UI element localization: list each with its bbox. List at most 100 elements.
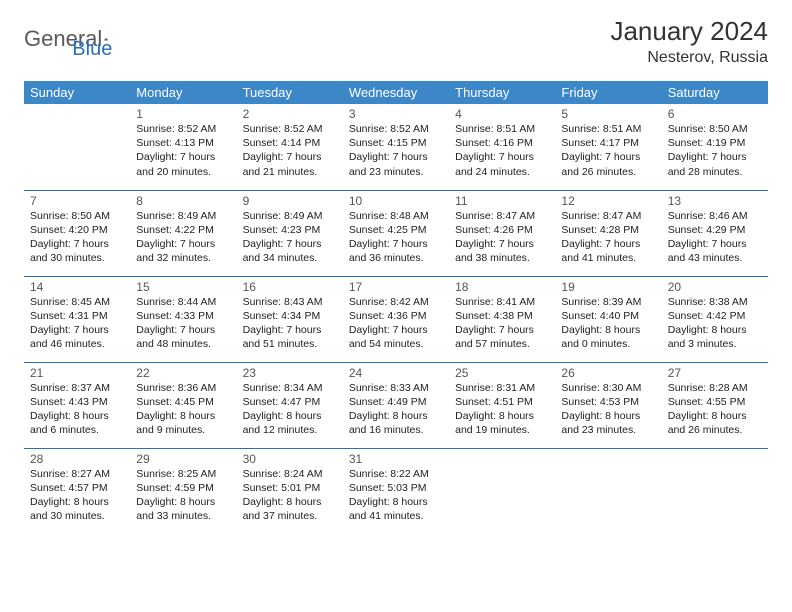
sunset-line: Sunset: 4:59 PM: [136, 481, 230, 495]
daylight-line: Daylight: 8 hours and 0 minutes.: [561, 323, 655, 351]
sunset-line: Sunset: 4:13 PM: [136, 136, 230, 150]
sunrise-line: Sunrise: 8:52 AM: [136, 122, 230, 136]
sunset-line: Sunset: 4:51 PM: [455, 395, 549, 409]
sunrise-line: Sunrise: 8:39 AM: [561, 295, 655, 309]
weekday-header: Thursday: [449, 81, 555, 104]
calendar-cell: 4Sunrise: 8:51 AMSunset: 4:16 PMDaylight…: [449, 104, 555, 190]
sunset-line: Sunset: 4:15 PM: [349, 136, 443, 150]
sunset-line: Sunset: 5:01 PM: [243, 481, 337, 495]
page-title: January 2024: [610, 16, 768, 47]
day-number: 24: [349, 366, 443, 380]
sunrise-line: Sunrise: 8:24 AM: [243, 467, 337, 481]
sunrise-line: Sunrise: 8:46 AM: [668, 209, 762, 223]
sunrise-line: Sunrise: 8:52 AM: [349, 122, 443, 136]
day-number: 15: [136, 280, 230, 294]
calendar-cell-empty: [555, 448, 661, 534]
sunrise-line: Sunrise: 8:49 AM: [136, 209, 230, 223]
sunrise-line: Sunrise: 8:47 AM: [455, 209, 549, 223]
brand-part2: Blue: [72, 38, 112, 61]
daylight-line: Daylight: 7 hours and 43 minutes.: [668, 237, 762, 265]
day-number: 16: [243, 280, 337, 294]
daylight-line: Daylight: 7 hours and 48 minutes.: [136, 323, 230, 351]
calendar-cell: 23Sunrise: 8:34 AMSunset: 4:47 PMDayligh…: [237, 362, 343, 448]
day-number: 13: [668, 194, 762, 208]
sunset-line: Sunset: 4:25 PM: [349, 223, 443, 237]
calendar-cell: 18Sunrise: 8:41 AMSunset: 4:38 PMDayligh…: [449, 276, 555, 362]
daylight-line: Daylight: 8 hours and 19 minutes.: [455, 409, 549, 437]
sunrise-line: Sunrise: 8:42 AM: [349, 295, 443, 309]
calendar-cell: 27Sunrise: 8:28 AMSunset: 4:55 PMDayligh…: [662, 362, 768, 448]
sunset-line: Sunset: 4:38 PM: [455, 309, 549, 323]
calendar-cell: 3Sunrise: 8:52 AMSunset: 4:15 PMDaylight…: [343, 104, 449, 190]
calendar-cell: 15Sunrise: 8:44 AMSunset: 4:33 PMDayligh…: [130, 276, 236, 362]
weekday-header: Tuesday: [237, 81, 343, 104]
day-number: 22: [136, 366, 230, 380]
daylight-line: Daylight: 7 hours and 24 minutes.: [455, 150, 549, 178]
day-number: 25: [455, 366, 549, 380]
daylight-line: Daylight: 8 hours and 9 minutes.: [136, 409, 230, 437]
sunset-line: Sunset: 4:16 PM: [455, 136, 549, 150]
calendar-cell: 21Sunrise: 8:37 AMSunset: 4:43 PMDayligh…: [24, 362, 130, 448]
day-number: 20: [668, 280, 762, 294]
daylight-line: Daylight: 7 hours and 26 minutes.: [561, 150, 655, 178]
sunrise-line: Sunrise: 8:52 AM: [243, 122, 337, 136]
calendar-cell: 20Sunrise: 8:38 AMSunset: 4:42 PMDayligh…: [662, 276, 768, 362]
calendar-cell: 1Sunrise: 8:52 AMSunset: 4:13 PMDaylight…: [130, 104, 236, 190]
calendar-cell: 16Sunrise: 8:43 AMSunset: 4:34 PMDayligh…: [237, 276, 343, 362]
weekday-header: Wednesday: [343, 81, 449, 104]
daylight-line: Daylight: 8 hours and 6 minutes.: [30, 409, 124, 437]
daylight-line: Daylight: 7 hours and 41 minutes.: [561, 237, 655, 265]
calendar-cell: 28Sunrise: 8:27 AMSunset: 4:57 PMDayligh…: [24, 448, 130, 534]
daylight-line: Daylight: 7 hours and 34 minutes.: [243, 237, 337, 265]
daylight-line: Daylight: 7 hours and 23 minutes.: [349, 150, 443, 178]
weekday-header: Friday: [555, 81, 661, 104]
day-number: 3: [349, 107, 443, 121]
day-number: 21: [30, 366, 124, 380]
sunset-line: Sunset: 4:47 PM: [243, 395, 337, 409]
daylight-line: Daylight: 8 hours and 23 minutes.: [561, 409, 655, 437]
calendar-cell: 6Sunrise: 8:50 AMSunset: 4:19 PMDaylight…: [662, 104, 768, 190]
day-number: 31: [349, 452, 443, 466]
day-number: 30: [243, 452, 337, 466]
sunset-line: Sunset: 4:23 PM: [243, 223, 337, 237]
sunrise-line: Sunrise: 8:47 AM: [561, 209, 655, 223]
sunset-line: Sunset: 4:34 PM: [243, 309, 337, 323]
day-number: 10: [349, 194, 443, 208]
calendar-cell: 8Sunrise: 8:49 AMSunset: 4:22 PMDaylight…: [130, 190, 236, 276]
sunset-line: Sunset: 4:43 PM: [30, 395, 124, 409]
sunset-line: Sunset: 4:40 PM: [561, 309, 655, 323]
day-number: 17: [349, 280, 443, 294]
sunrise-line: Sunrise: 8:41 AM: [455, 295, 549, 309]
daylight-line: Daylight: 7 hours and 36 minutes.: [349, 237, 443, 265]
weekday-header: Sunday: [24, 81, 130, 104]
calendar-cell-empty: [449, 448, 555, 534]
sunrise-line: Sunrise: 8:25 AM: [136, 467, 230, 481]
day-number: 9: [243, 194, 337, 208]
sunset-line: Sunset: 4:42 PM: [668, 309, 762, 323]
sunset-line: Sunset: 4:31 PM: [30, 309, 124, 323]
day-number: 19: [561, 280, 655, 294]
weekday-header: Saturday: [662, 81, 768, 104]
sunrise-line: Sunrise: 8:50 AM: [30, 209, 124, 223]
calendar-cell: 2Sunrise: 8:52 AMSunset: 4:14 PMDaylight…: [237, 104, 343, 190]
daylight-line: Daylight: 7 hours and 20 minutes.: [136, 150, 230, 178]
sunset-line: Sunset: 4:17 PM: [561, 136, 655, 150]
daylight-line: Daylight: 8 hours and 12 minutes.: [243, 409, 337, 437]
sunset-line: Sunset: 4:19 PM: [668, 136, 762, 150]
day-number: 23: [243, 366, 337, 380]
daylight-line: Daylight: 8 hours and 26 minutes.: [668, 409, 762, 437]
sunset-line: Sunset: 4:57 PM: [30, 481, 124, 495]
sunrise-line: Sunrise: 8:48 AM: [349, 209, 443, 223]
calendar-cell: 7Sunrise: 8:50 AMSunset: 4:20 PMDaylight…: [24, 190, 130, 276]
calendar-cell: 10Sunrise: 8:48 AMSunset: 4:25 PMDayligh…: [343, 190, 449, 276]
sunrise-line: Sunrise: 8:27 AM: [30, 467, 124, 481]
calendar-table: SundayMondayTuesdayWednesdayThursdayFrid…: [24, 81, 768, 534]
sunrise-line: Sunrise: 8:49 AM: [243, 209, 337, 223]
daylight-line: Daylight: 7 hours and 57 minutes.: [455, 323, 549, 351]
sunrise-line: Sunrise: 8:30 AM: [561, 381, 655, 395]
daylight-line: Daylight: 7 hours and 21 minutes.: [243, 150, 337, 178]
sunset-line: Sunset: 4:14 PM: [243, 136, 337, 150]
daylight-line: Daylight: 8 hours and 30 minutes.: [30, 495, 124, 523]
day-number: 27: [668, 366, 762, 380]
sunrise-line: Sunrise: 8:28 AM: [668, 381, 762, 395]
